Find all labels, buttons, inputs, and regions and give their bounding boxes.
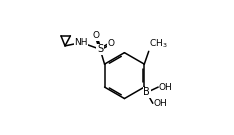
Text: O: O bbox=[93, 31, 100, 40]
Text: CH$_3$: CH$_3$ bbox=[149, 37, 168, 50]
Text: OH: OH bbox=[154, 99, 167, 108]
Text: B: B bbox=[143, 87, 150, 97]
Text: NH: NH bbox=[74, 38, 88, 47]
Text: S: S bbox=[97, 44, 103, 54]
Text: O: O bbox=[107, 39, 114, 48]
Text: OH: OH bbox=[159, 83, 173, 92]
